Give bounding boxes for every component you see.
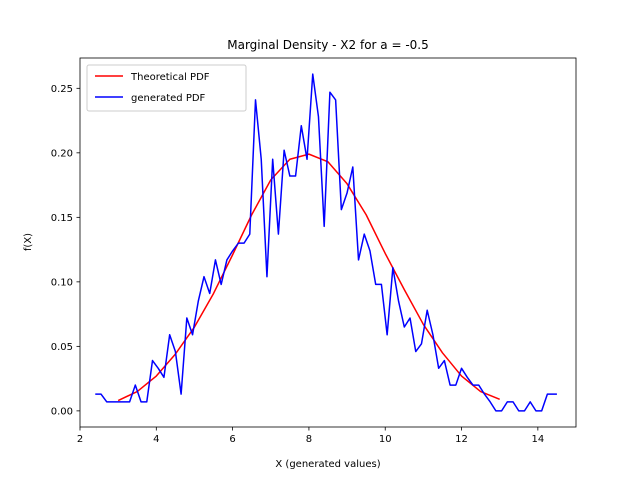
y-tick-label: 0.10 (51, 277, 73, 288)
series-layer (95, 73, 557, 412)
y-tick-label: 0.25 (51, 84, 73, 95)
x-tick-label: 10 (379, 434, 392, 445)
chart-title: Marginal Density - X2 for a = -0.5 (227, 38, 429, 52)
plot-area (80, 58, 576, 427)
plot-frame (79, 57, 577, 428)
x-tick-label: 8 (306, 434, 312, 445)
x-tick-label: 6 (229, 434, 235, 445)
x-tick-label: 2 (77, 434, 83, 445)
y-tick-label: 0.00 (51, 406, 73, 417)
generated-pdf-line (95, 73, 557, 412)
x-tick-label: 12 (455, 434, 468, 445)
y-tick-label: 0.15 (51, 213, 73, 224)
y-tick-label: 0.05 (51, 342, 73, 353)
y-axis-label: f(X) (23, 233, 34, 251)
legend-box (86, 64, 247, 112)
y-axis-ticks: 0.00 0.05 0.10 0.15 0.20 0.25 (51, 84, 80, 417)
theoretical-pdf-line (117, 153, 500, 402)
x-axis-ticks: 2 4 6 8 10 12 14 (77, 427, 544, 445)
y-tick-label: 0.20 (51, 148, 73, 159)
legend-label-theoretical: Theoretical PDF (130, 72, 210, 83)
legend: Theoretical PDF generated PDF (86, 64, 247, 112)
x-tick-label: 14 (531, 434, 544, 445)
x-axis-label: X (generated values) (275, 459, 380, 470)
legend-label-generated: generated PDF (131, 93, 206, 104)
x-tick-label: 4 (153, 434, 159, 445)
